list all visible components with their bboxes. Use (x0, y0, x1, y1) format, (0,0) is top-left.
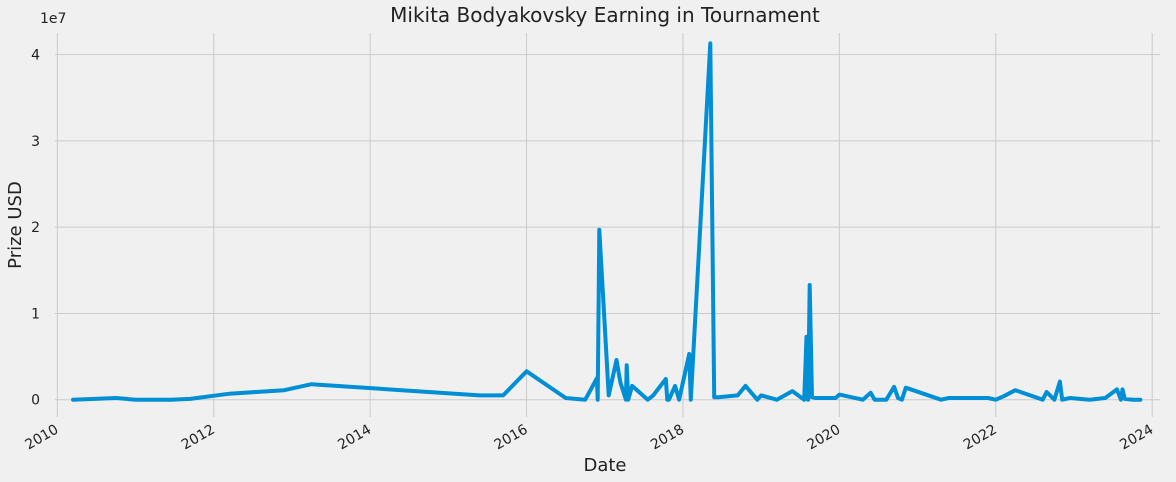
x-tick-label: 2018 (648, 422, 687, 454)
x-tick-label: 2016 (492, 422, 531, 454)
y-tick-label: 1 (31, 306, 40, 322)
y-tick-label: 0 (31, 393, 40, 409)
y-offset-label: 1e7 (40, 11, 66, 27)
y-tick-label: 2 (31, 220, 40, 236)
y-tick-label: 4 (31, 48, 40, 64)
x-tick-label: 2024 (1117, 422, 1156, 454)
y-axis-ticks: 0 1 2 3 4 (31, 48, 40, 409)
x-tick-label: 2012 (179, 422, 218, 454)
x-tick-label: 2010 (22, 422, 61, 454)
x-axis-ticks: 2010 2012 2014 2016 2018 2020 2022 2024 (22, 422, 1156, 454)
x-tick-label: 2020 (805, 422, 844, 454)
y-axis-label: Prize USD (5, 181, 26, 269)
x-tick-label: 2022 (961, 422, 1000, 454)
x-tick-label: 2014 (335, 422, 374, 454)
y-tick-label: 3 (31, 134, 40, 150)
chart-title: Mikita Bodyakovsky Earning in Tournament (390, 3, 820, 27)
x-axis-label: Date (583, 455, 626, 476)
series-line (71, 41, 1143, 402)
series-layer (71, 41, 1143, 402)
grid (55, 33, 1160, 417)
